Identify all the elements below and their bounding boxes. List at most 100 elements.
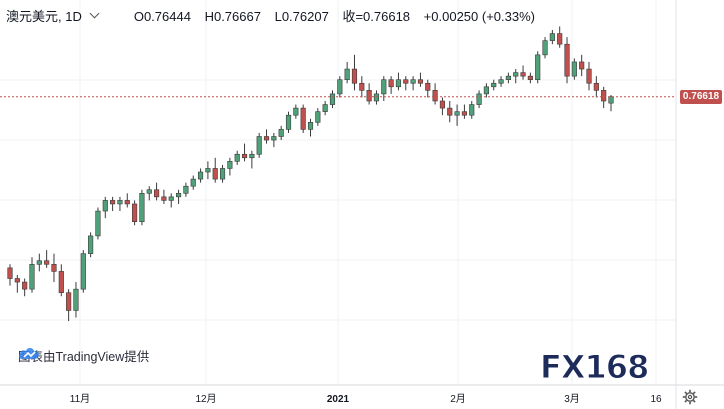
candle-down	[51, 263, 57, 272]
candle-down	[388, 79, 394, 88]
candle-up	[197, 171, 204, 180]
candle-down	[241, 153, 248, 159]
candle-up	[176, 193, 182, 198]
candle-up	[285, 114, 292, 130]
candle-up	[535, 54, 541, 80]
candle-down	[461, 111, 467, 116]
candle-up	[307, 122, 314, 130]
candle-down	[439, 100, 445, 109]
low-value: L0.76207	[274, 8, 329, 24]
candle-up	[29, 263, 35, 290]
chevron-down-icon[interactable]	[89, 8, 100, 18]
candle-down	[212, 168, 218, 180]
candle-down	[66, 292, 72, 311]
candle-up	[344, 68, 350, 81]
candle-up	[410, 79, 416, 84]
candle-down	[520, 72, 526, 77]
candle-up	[329, 93, 336, 105]
fx168-logo: FX168	[539, 348, 649, 387]
ohlc-readout: O0.76444 H0.76667 L0.76207 收=0.76618 +0.…	[134, 6, 545, 25]
gear-icon[interactable]	[682, 389, 698, 405]
cloud-icon	[18, 348, 39, 359]
candle-up	[381, 79, 387, 95]
close-value: 收=0.76618	[342, 8, 411, 24]
candle-up	[168, 196, 174, 201]
candle-up	[227, 161, 233, 169]
candle-up	[293, 107, 299, 116]
candle-up	[205, 168, 211, 173]
candle-down	[14, 278, 20, 283]
attribution-text: 图表由TradingView提供	[18, 350, 150, 364]
candle-down	[110, 200, 116, 205]
candle-up	[469, 104, 475, 116]
candle-up	[608, 96, 614, 104]
x-tick-label: 2021	[327, 394, 350, 405]
candle-down	[366, 90, 372, 102]
candle-down	[527, 75, 533, 81]
candle-up	[505, 75, 511, 81]
x-tick-label: 12月	[195, 393, 216, 405]
candle-up	[256, 136, 262, 155]
candle-up	[73, 288, 79, 311]
candle-up	[373, 93, 380, 102]
candle-down	[593, 82, 599, 91]
x-tick-label: 3月	[564, 393, 580, 405]
candle-up	[95, 210, 101, 237]
candle-up	[549, 33, 555, 41]
candle-down	[300, 107, 306, 130]
candle-down	[132, 203, 138, 222]
candle-up	[395, 79, 402, 88]
grid-lines	[0, 0, 676, 385]
candle-up	[315, 111, 321, 123]
candle-up	[322, 104, 328, 112]
x-tick-label: 2月	[450, 393, 466, 405]
candle-up	[542, 40, 548, 56]
candle-up	[498, 79, 504, 84]
open-value: O0.76444	[133, 8, 191, 24]
candle-up	[476, 93, 482, 105]
candle-up	[278, 129, 284, 137]
candle-down	[161, 196, 167, 201]
candle-up	[139, 193, 145, 223]
candle-down	[351, 68, 358, 84]
x-tick-label: 16	[650, 394, 662, 405]
candle-down	[557, 33, 563, 45]
candle-down	[154, 189, 160, 198]
change-value: +0.00250 (+0.33%)	[423, 8, 535, 24]
candle-down	[58, 271, 64, 293]
candle-down	[359, 82, 365, 91]
candle-up	[454, 111, 460, 116]
candle-up	[183, 185, 189, 194]
candle-up	[88, 235, 94, 254]
high-value: H0.76667	[204, 8, 261, 24]
candle-up	[219, 168, 226, 180]
x-tick-label: 11月	[70, 393, 90, 405]
last-price-label: 0.76618	[680, 89, 722, 104]
candle-down	[586, 68, 592, 84]
candle-down	[403, 79, 409, 84]
candle-down	[447, 107, 453, 116]
candle-up	[190, 178, 196, 187]
candle-down	[564, 43, 570, 77]
candle-down	[417, 79, 424, 84]
candle-down	[579, 61, 585, 70]
candle-up	[234, 153, 240, 162]
candle-up	[80, 253, 86, 290]
candle-up	[513, 72, 519, 77]
candle-up	[249, 153, 255, 159]
candle-up	[337, 79, 343, 95]
candle-series	[7, 26, 614, 322]
candle-down	[263, 136, 270, 141]
candle-down	[7, 267, 13, 279]
candle-up	[146, 189, 152, 194]
candle-up	[483, 86, 489, 95]
symbol-title[interactable]: 澳元美元, 1D	[6, 8, 82, 24]
tradingview-attribution[interactable]: 图表由TradingView提供	[18, 346, 149, 365]
candle-up	[102, 200, 108, 212]
candle-up	[491, 82, 497, 88]
candle-up	[36, 260, 42, 265]
candle-up	[271, 136, 277, 141]
